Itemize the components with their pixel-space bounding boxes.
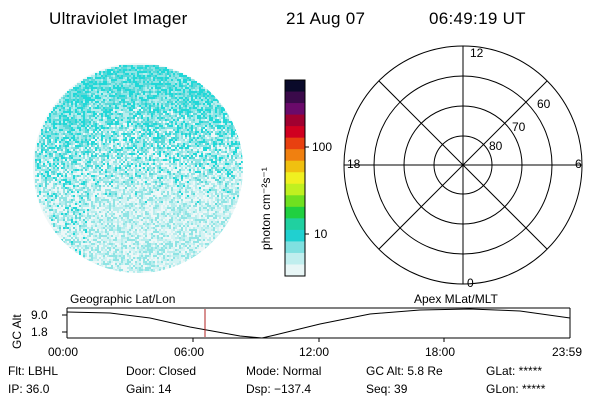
date-readout: 21 Aug 07 xyxy=(286,9,366,28)
mlt-label-18: 18 xyxy=(347,157,361,171)
colorbar-cell xyxy=(285,195,305,208)
status-gain: Gain: 14 xyxy=(126,382,172,396)
colorbar-cell xyxy=(285,137,305,150)
colorbar-unit-label: photon cm⁻²s⁻¹ xyxy=(259,167,273,250)
colorbar-cell xyxy=(285,218,305,231)
x-tick-0600: 06:00 xyxy=(174,345,205,359)
status-glon: GLon: ***** xyxy=(486,382,546,396)
x-tick-2359: 23:59 xyxy=(552,345,583,359)
colorbar-cell xyxy=(285,252,305,265)
polar-grid xyxy=(343,45,583,285)
y-tick-9: 9.0 xyxy=(31,308,48,322)
y-tick-1.8: 1.8 xyxy=(31,325,48,339)
altitude-plot xyxy=(62,307,571,342)
colorbar-cell xyxy=(285,229,305,242)
lat-label-70: 70 xyxy=(512,120,526,134)
colorbar-cell xyxy=(285,183,305,196)
status-ip: IP: 36.0 xyxy=(8,382,50,396)
colorbar-cell xyxy=(285,241,305,254)
time-readout: 06:49:19 UT xyxy=(429,9,526,28)
colorbar-cell xyxy=(285,114,305,127)
colorbar-cell xyxy=(285,172,305,185)
x-tick-1200: 12:00 xyxy=(299,345,330,359)
apex-label: Apex MLat/MLT xyxy=(414,292,498,306)
colorbar-cell xyxy=(285,160,305,173)
colorbar-cell xyxy=(285,103,305,116)
auroral-disc-image xyxy=(33,63,243,273)
geographic-label: Geographic Lat/Lon xyxy=(70,292,176,306)
status-mode: Mode: Normal xyxy=(246,364,322,378)
status-flt: Flt: LBHL xyxy=(8,364,59,378)
colorbar-cell xyxy=(285,206,305,219)
status-dsp: Dsp: −137.4 xyxy=(246,382,312,396)
polar-diagonal-2 xyxy=(378,80,548,250)
status-glat: GLat: ***** xyxy=(486,364,543,378)
status-gc-alt: GC Alt: 5.8 Re xyxy=(366,364,443,378)
altitude-curve xyxy=(66,308,571,339)
colorbar-label-100: 100 xyxy=(312,140,333,154)
mlt-label-0: 0 xyxy=(467,276,474,290)
app-title: Ultraviolet Imager xyxy=(49,9,188,28)
colorbar-cell xyxy=(285,91,305,104)
status-door: Door: Closed xyxy=(126,364,197,378)
colorbar-cell xyxy=(285,149,305,162)
lat-label-60: 60 xyxy=(537,97,551,111)
gc-alt-axis-label: GC Alt xyxy=(10,314,24,349)
colorbar-cell xyxy=(285,80,305,93)
lat-label-80: 80 xyxy=(489,139,503,153)
status-seq: Seq: 39 xyxy=(366,382,408,396)
colorbar xyxy=(284,79,309,277)
colorbar-cell xyxy=(285,264,305,277)
colorbar-cell xyxy=(285,126,305,139)
mlt-label-6: 6 xyxy=(575,157,582,171)
colorbar-label-10: 10 xyxy=(314,227,328,241)
mlt-label-12: 12 xyxy=(470,46,484,60)
x-tick-0000: 00:00 xyxy=(48,345,79,359)
x-tick-1800: 18:00 xyxy=(425,345,456,359)
